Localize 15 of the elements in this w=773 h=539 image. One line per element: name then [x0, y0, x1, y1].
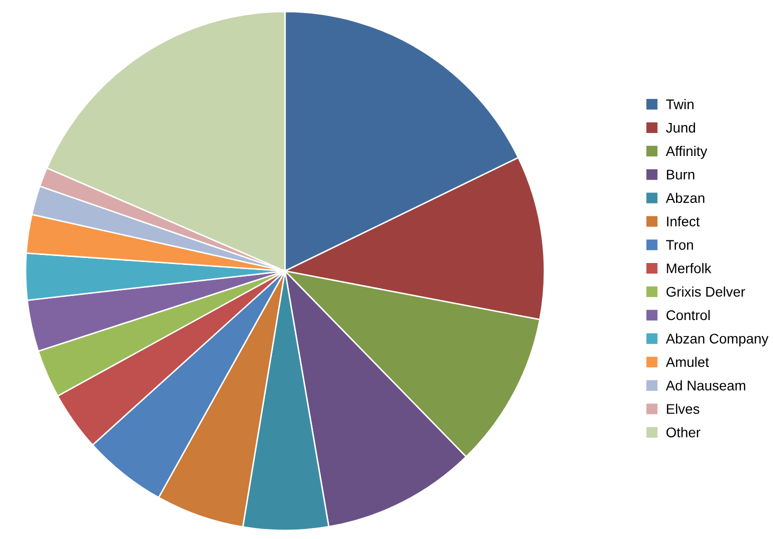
legend-label: Control — [666, 310, 710, 320]
legend-label: Affinity — [666, 146, 708, 159]
legend-label: Infect — [667, 216, 700, 226]
legend-label: Tron — [666, 240, 693, 250]
legend-label: Other — [666, 427, 700, 438]
legend-label: Elves — [666, 404, 700, 414]
legend-label: Abzan — [666, 192, 704, 203]
legend-label: Amulet — [666, 356, 709, 368]
legend-label: Jund — [666, 122, 696, 133]
legend-label: Grixis Delver — [666, 286, 746, 297]
legend-label: Twin — [666, 99, 694, 110]
legend-label: Merfolk — [666, 263, 712, 274]
legend-label: Abzan Company — [666, 333, 768, 346]
legend-label: Burn — [666, 170, 694, 180]
legend-label: Ad Nauseam — [666, 380, 746, 390]
